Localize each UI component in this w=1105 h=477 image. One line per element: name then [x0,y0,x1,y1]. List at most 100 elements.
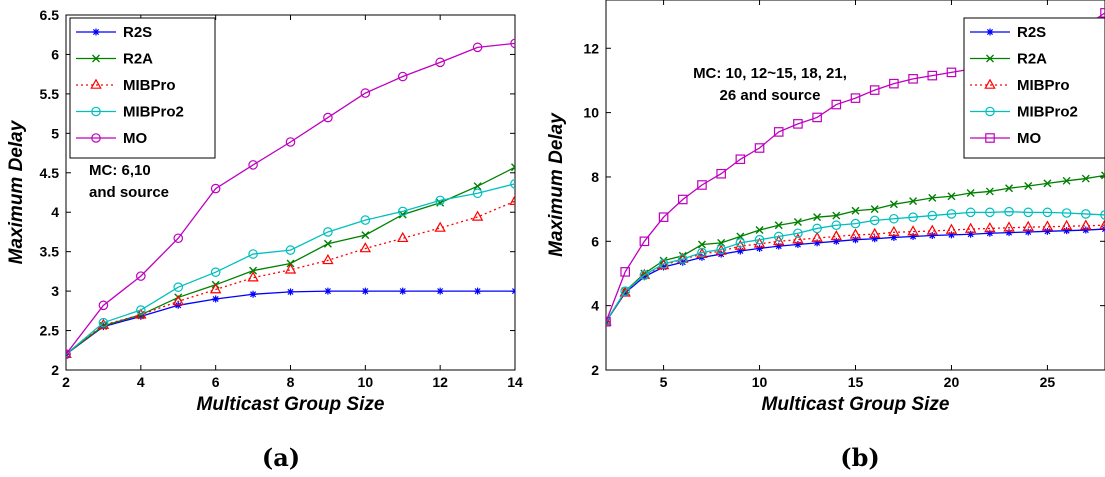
data-point [620,267,630,277]
data-point [868,227,881,239]
data-point [510,38,515,49]
data-point [813,239,821,247]
data-point [907,225,919,236]
data-point [1005,229,1013,237]
data-point [247,271,259,282]
data-point [794,241,802,249]
data-point [1061,208,1072,218]
series-group [66,38,515,360]
data-point [173,233,184,244]
data-point [1100,210,1105,220]
series-line-mibpro2 [66,183,515,355]
data-point [249,266,258,275]
data-point [869,215,880,226]
data-point [832,237,840,245]
data-point [1022,220,1034,231]
data-point [360,88,371,98]
annotation-text: and source [89,184,169,201]
data-point [773,127,784,137]
legend-entry: MIBPro2 [123,104,184,121]
data-point [927,210,938,221]
data-point [793,228,803,239]
data-point [812,112,822,123]
data-point [249,290,257,298]
data-point [1063,227,1071,235]
y-tick-label: 3 [51,283,59,299]
data-point [285,137,296,147]
x-tick-label: 2 [62,374,70,390]
y-tick-label: 10 [583,105,599,121]
data-point [928,193,937,202]
data-point [947,231,955,239]
data-point [98,300,109,311]
data-point [831,99,842,110]
data-point [775,242,783,250]
data-point [869,85,880,95]
data-point [928,232,936,240]
data-point [985,207,995,218]
data-point [620,286,630,296]
data-point [210,183,221,194]
data-point [909,197,918,206]
data-point [734,239,747,250]
annotation-text: 26 and source [720,87,821,104]
series-line-mo [66,42,515,355]
legend-marker [90,78,102,89]
data-point [639,270,650,280]
data-point [926,224,938,235]
data-point [639,236,650,247]
data-point [1024,181,1033,190]
data-point [212,295,220,303]
data-point [850,93,861,103]
data-point [397,71,408,82]
data-point [172,294,184,306]
data-point [774,221,783,230]
data-point [1100,8,1105,18]
data-point [248,249,258,259]
legend-marker [92,28,100,36]
data-point [472,42,483,53]
data-point [870,205,879,214]
data-point [472,188,483,199]
data-point [209,283,222,294]
data-point [756,244,764,252]
data-point [435,57,445,68]
x-tick-label: 4 [137,374,145,390]
y-tick-label: 2 [51,362,59,378]
data-point [1004,206,1014,217]
legend-marker [92,54,100,63]
series-mibpro2 [66,179,515,360]
data-point [927,70,938,81]
series-line-mibpro2 [606,211,1105,323]
data-point [397,206,408,217]
data-point [361,231,370,240]
data-point [1081,209,1091,219]
data-point [945,223,958,234]
y-tick-label: 4 [51,204,59,220]
legend-entry: R2A [123,51,153,68]
data-point [793,218,802,226]
data-point [509,194,515,205]
data-point [323,112,333,123]
y-tick-label: 6.5 [40,7,60,23]
y-tick-label: 4.5 [40,165,60,181]
legend-marker [985,106,995,117]
data-point [471,210,484,221]
y-tick-label: 6 [51,46,59,62]
legend-entry: MIBPro [1017,77,1070,94]
x-tick-label: 12 [432,374,448,390]
data-point [773,231,784,242]
data-point [66,349,71,360]
data-point [908,74,918,84]
data-point [323,227,333,237]
data-point [606,315,612,326]
data-point [606,317,610,326]
data-point [1081,174,1090,183]
data-point [287,288,294,296]
data-point [474,287,482,295]
data-point [136,305,146,315]
data-point [852,236,859,244]
data-point [360,215,371,225]
data-point [812,223,822,234]
